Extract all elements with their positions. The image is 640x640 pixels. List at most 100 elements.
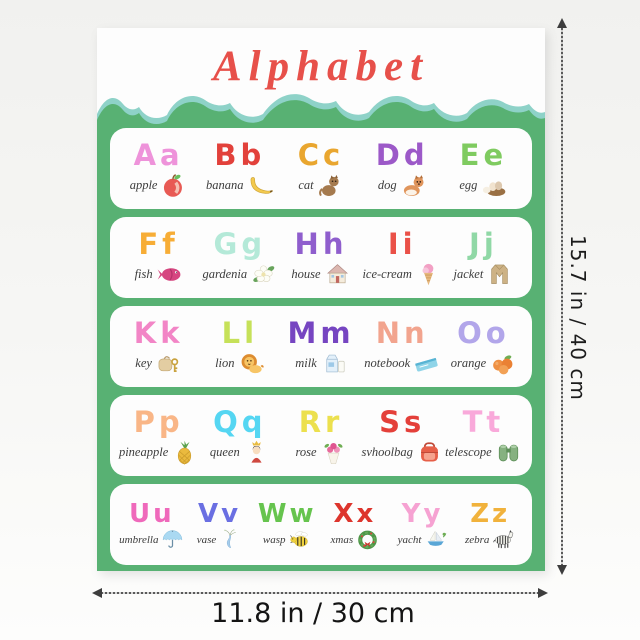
word-label: house <box>291 266 321 281</box>
letter-pair: Oo <box>457 316 510 351</box>
alphabet-row-3: Kk key Ll lion Mm milk Nn notebook Oo orange <box>110 306 532 387</box>
letter-pair: Vv <box>197 498 242 529</box>
word-and-icon: apple <box>130 172 188 199</box>
letter-cell-Rr: Rr rose <box>280 405 361 466</box>
letter-cell-Xx: Xx xmas <box>321 500 389 552</box>
gardenia-icon <box>250 261 277 288</box>
word-label: wasp <box>262 533 286 546</box>
letter-cell-Ll: Ll lion <box>199 317 280 377</box>
word-and-icon: wasp <box>263 528 312 551</box>
pineapple-icon <box>171 439 198 466</box>
letter-cell-Yy: Yy yacht <box>389 500 457 552</box>
letter-pair: Ee <box>459 138 508 173</box>
arrow-right-icon <box>538 588 548 598</box>
width-dimension-label: 11.8 in / 30 cm <box>211 598 415 629</box>
letter-cell-Vv: Vv vase <box>186 500 254 552</box>
word-label: yacht <box>397 533 422 546</box>
word-and-icon: dog <box>378 172 427 199</box>
letter-pair: Kk <box>133 316 184 351</box>
letter-cell-Nn: Nn notebook <box>362 316 443 377</box>
word-label: pineapple <box>118 444 169 459</box>
word-and-icon: milk <box>295 350 347 377</box>
word-label: egg <box>459 177 478 192</box>
word-and-icon: orange <box>451 350 516 377</box>
word-label: banana <box>206 177 244 192</box>
letter-pair: Uu <box>129 498 175 529</box>
letter-pair: Zz <box>470 498 511 529</box>
umbrella-icon <box>161 528 184 551</box>
word-and-icon: jacket <box>453 261 513 288</box>
letter-cell-Qq: Qq queen <box>199 405 280 466</box>
arrow-down-icon <box>557 565 567 575</box>
word-and-icon: pineapple <box>119 439 198 466</box>
word-label: vase <box>196 533 217 546</box>
word-and-icon: telescope <box>445 439 522 466</box>
word-label: lion <box>215 355 235 370</box>
alphabet-row-4: Pp pineapple Qq queen Rr rose Ss svhoolbag Tt tel… <box>110 395 532 476</box>
ice-cream-icon <box>415 261 442 288</box>
letter-pair: Pp <box>133 405 184 440</box>
letter-cell-Bb: Bb banana <box>199 139 280 199</box>
word-and-icon: fish <box>135 261 183 288</box>
letter-pair: Rr <box>298 405 344 440</box>
letter-pair: Qq <box>213 405 267 440</box>
word-and-icon: house <box>291 261 350 288</box>
word-label: umbrella <box>119 533 159 546</box>
word-and-icon: yacht <box>398 528 448 551</box>
word-and-icon: ice-cream <box>362 261 442 288</box>
arrow-left-icon <box>92 588 102 598</box>
letter-cell-Mm: Mm milk <box>280 316 361 377</box>
letter-cell-Cc: Cc cat <box>280 139 361 199</box>
orange-icon <box>489 350 516 377</box>
letter-cell-Tt: Tt telescope <box>443 405 524 466</box>
letter-cell-Ww: Ww wasp <box>253 500 321 552</box>
vase-icon <box>219 528 242 551</box>
word-and-icon: gardenia <box>202 261 277 288</box>
yacht-icon <box>424 528 447 551</box>
xmas-icon <box>356 528 379 551</box>
word-and-icon: notebook <box>364 350 440 377</box>
letter-cell-Ff: Ff fish <box>118 228 199 288</box>
letter-pair: Gg <box>213 227 267 262</box>
word-and-icon: vase <box>197 528 243 551</box>
word-and-icon: key <box>135 350 182 377</box>
letter-pair: Mm <box>287 316 355 351</box>
word-label: apple <box>129 177 158 192</box>
alphabet-row-2: Ff fish Gg gardenia Hh house Ii ice-cream Jj jack… <box>110 217 532 298</box>
letter-pair: Aa <box>133 138 184 173</box>
letter-cell-Dd: Dd dog <box>362 138 443 199</box>
letter-cell-Jj: Jj jacket <box>443 227 524 288</box>
letter-pair: Nn <box>375 316 429 351</box>
letter-pair: Hh <box>294 227 348 262</box>
telescope-icon <box>495 439 522 466</box>
width-dimension-line <box>97 592 543 594</box>
rose-icon <box>320 439 347 466</box>
letter-cell-Kk: Kk key <box>118 316 199 377</box>
word-label: milk <box>295 355 317 370</box>
dog-icon <box>400 172 427 199</box>
letter-pair: Tt <box>462 405 505 440</box>
poster-title: Alphabet <box>212 43 430 90</box>
word-and-icon: egg <box>459 172 507 199</box>
fish-icon <box>156 261 183 288</box>
apple-icon <box>160 172 187 199</box>
letter-pair: Xx <box>333 498 377 529</box>
letter-pair: Dd <box>375 138 429 173</box>
egg-icon <box>480 172 507 199</box>
word-and-icon: queen <box>210 439 270 466</box>
word-label: xmas <box>330 533 354 546</box>
alphabet-poster: Alphabet Aa apple Bb banana Cc cat Dd dog Ee egg F… <box>97 28 545 571</box>
letter-cell-Ii: Ii ice-cream <box>362 228 443 288</box>
word-and-icon: xmas <box>331 528 380 551</box>
word-and-icon: zebra <box>465 528 515 551</box>
banana-icon <box>247 172 274 199</box>
letter-pair: Ww <box>257 498 317 529</box>
letter-pair: Ss <box>379 405 426 440</box>
word-label: fish <box>134 266 153 281</box>
lion-icon <box>238 350 265 377</box>
word-label: key <box>135 355 152 370</box>
word-and-icon: svhoolbag <box>362 439 443 466</box>
letter-cell-Zz: Zz zebra <box>456 500 524 552</box>
letter-pair: Jj <box>469 227 498 262</box>
word-label: jacket <box>453 266 484 281</box>
